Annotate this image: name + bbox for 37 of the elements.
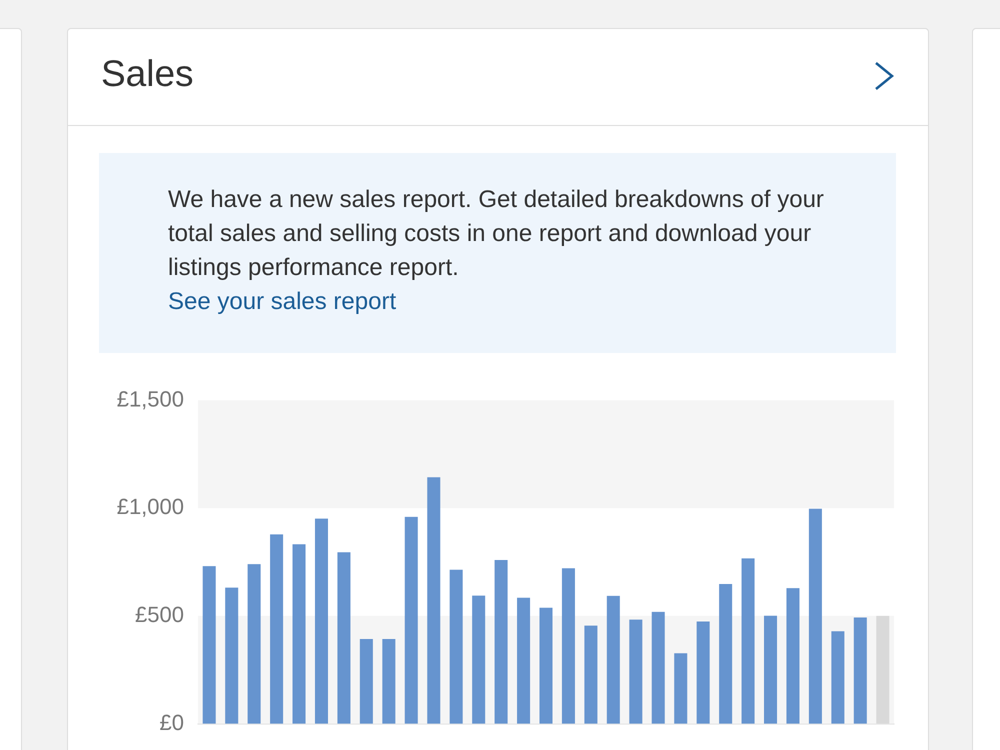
bar <box>719 584 732 724</box>
bar <box>404 516 418 724</box>
y-tick-label: £0 <box>160 710 184 735</box>
bar <box>427 477 440 724</box>
bar <box>562 568 575 724</box>
bar <box>786 588 800 724</box>
bar <box>450 570 463 724</box>
bar <box>764 616 778 724</box>
text: See your sales report <box>168 288 396 315</box>
bar <box>360 639 373 724</box>
bar <box>337 552 350 724</box>
bar <box>652 612 665 724</box>
bar <box>292 544 306 724</box>
bar <box>606 596 620 724</box>
chart-title: Sales <box>101 53 194 95</box>
bar <box>202 566 216 724</box>
text: We have a new sales report. Get detailed breakdowns of your total sales and selling costs in one report and download your listings performance report. <box>168 186 824 281</box>
bar <box>742 558 755 724</box>
bar <box>314 518 328 724</box>
bar <box>225 588 238 724</box>
bar <box>248 564 261 724</box>
y-tick-label: £1,000 <box>116 494 184 520</box>
bar <box>382 639 396 724</box>
bar <box>494 560 508 724</box>
bar <box>270 534 284 724</box>
y-tick-label: £1,500 <box>116 386 184 412</box>
bar <box>584 626 598 724</box>
bar <box>629 620 642 724</box>
bar <box>539 608 553 724</box>
bar <box>854 617 867 724</box>
bar <box>674 653 688 724</box>
bar <box>808 508 822 724</box>
bar <box>831 631 844 724</box>
bar <box>472 596 486 724</box>
y-tick-label: £500 <box>135 602 184 627</box>
bar <box>517 598 530 724</box>
bar <box>696 622 710 724</box>
